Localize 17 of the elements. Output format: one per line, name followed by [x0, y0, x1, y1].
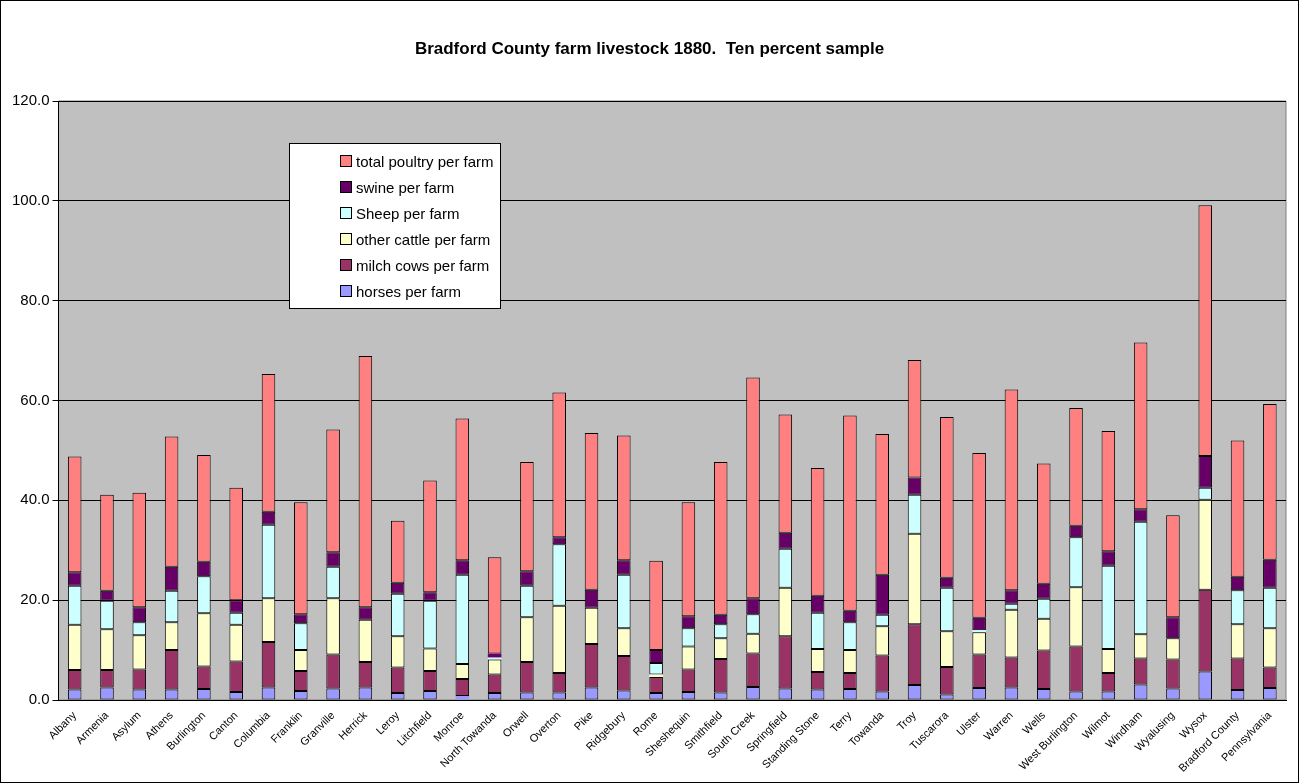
bar	[972, 630, 986, 633]
y-tick-label: 20.0	[20, 590, 50, 608]
bar	[487, 653, 502, 658]
chart-title: Bradford County farm livestock 1880. Ten percent sample	[413, 39, 886, 59]
legend-label: swine per farm	[356, 178, 455, 196]
legend-label: horses per farm	[356, 282, 462, 300]
y-tick-label: 80.0	[20, 290, 50, 308]
y-tick-label: 100.0	[11, 190, 50, 208]
legend-label: total poultry per farm	[356, 152, 494, 170]
legend-label: milch cows per farm	[356, 256, 490, 274]
legend-label: Sheep per farm	[356, 204, 460, 222]
y-tick-label: 120.0	[11, 91, 50, 109]
y-tick-label: 60.0	[20, 390, 50, 408]
legend-label: other cattle per farm	[356, 230, 491, 248]
y-tick-label: 40.0	[20, 490, 50, 508]
bar	[455, 696, 470, 700]
y-tick-label: 0.0	[28, 690, 50, 708]
